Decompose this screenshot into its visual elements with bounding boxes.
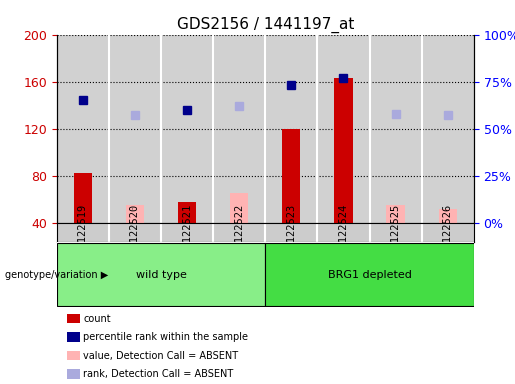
Bar — [230, 193, 248, 223]
Title: GDS2156 / 1441197_at: GDS2156 / 1441197_at — [177, 17, 354, 33]
Text: BRG1 depleted: BRG1 depleted — [328, 270, 411, 280]
Bar — [178, 202, 196, 223]
FancyBboxPatch shape — [57, 243, 265, 306]
Text: count: count — [83, 314, 111, 324]
Text: GSM122524: GSM122524 — [338, 204, 349, 260]
Bar — [126, 205, 144, 223]
FancyBboxPatch shape — [265, 243, 474, 306]
Bar — [317, 35, 370, 223]
Text: genotype/variation ▶: genotype/variation ▶ — [5, 270, 108, 280]
Bar — [57, 35, 109, 223]
Text: GSM122521: GSM122521 — [182, 204, 192, 260]
Bar — [282, 129, 300, 223]
Bar — [422, 35, 474, 223]
Text: rank, Detection Call = ABSENT: rank, Detection Call = ABSENT — [83, 369, 234, 379]
Bar — [370, 35, 422, 223]
Bar — [213, 35, 265, 223]
Text: GSM122522: GSM122522 — [234, 204, 244, 260]
Text: value, Detection Call = ABSENT: value, Detection Call = ABSENT — [83, 351, 238, 361]
Bar — [74, 173, 92, 223]
Text: GSM122525: GSM122525 — [390, 204, 401, 260]
Bar — [109, 35, 161, 223]
Text: GSM122519: GSM122519 — [78, 204, 88, 260]
Bar — [439, 209, 457, 223]
Text: GSM122523: GSM122523 — [286, 204, 296, 260]
Bar — [334, 78, 353, 223]
Bar — [386, 205, 405, 223]
Text: GSM122526: GSM122526 — [443, 204, 453, 260]
Bar — [161, 35, 213, 223]
Text: wild type: wild type — [135, 270, 186, 280]
Text: GSM122520: GSM122520 — [130, 204, 140, 260]
Text: percentile rank within the sample: percentile rank within the sample — [83, 332, 248, 342]
Bar — [265, 35, 317, 223]
